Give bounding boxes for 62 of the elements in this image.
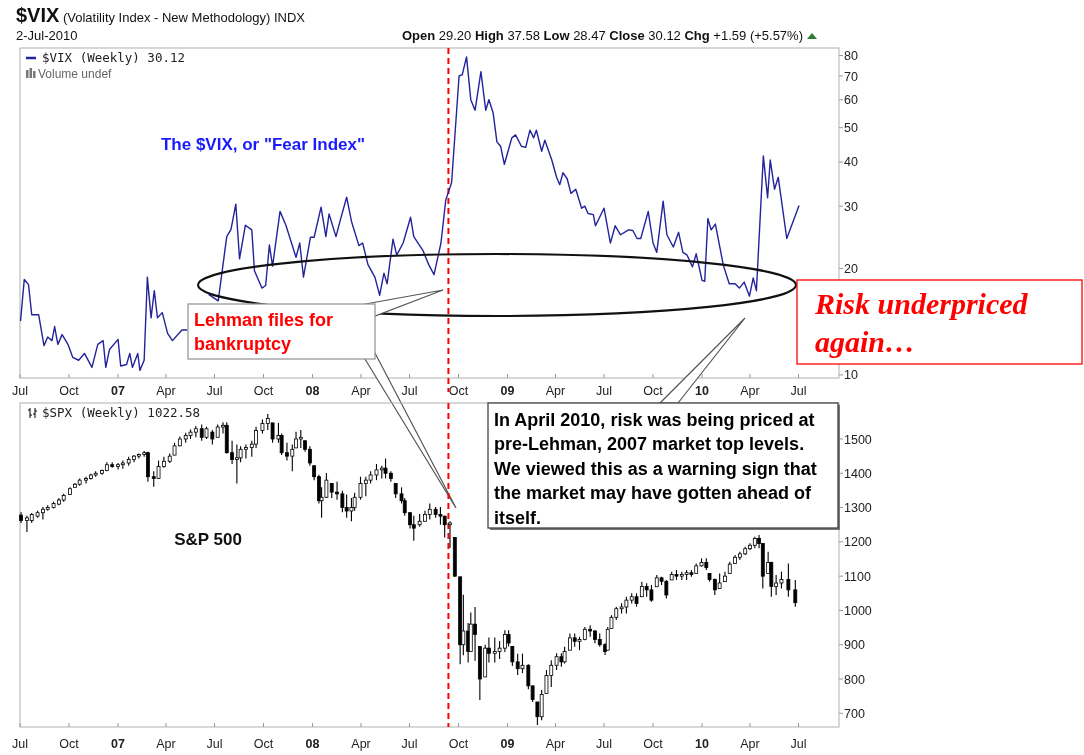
x-tick-label: 07 [111,384,126,398]
y-tick-label: 900 [844,638,865,653]
x-tick-label: 10 [695,737,710,751]
annotation: In April 2010, risk was being priced at pre-Lehman, 2007 market top levels. We viewed this as a warning sign that the market may have gotten ahead of itself. [494,409,817,528]
y-tick-label: 70 [844,69,858,84]
annotation: Volume undef [38,67,113,81]
y-tick-label: 1100 [844,569,871,584]
y-tick-label: 800 [844,672,865,687]
x-tick-label: 09 [500,737,515,751]
x-tick-label: Apr [740,737,760,751]
x-tick-label: Oct [643,737,664,751]
x-tick-label: Oct [448,737,469,751]
text: Open 29.20 High 37.58 Low 28.47 Close 30.12 Chg +1.59 (+5.57%) [401,28,803,43]
x-tick-label: Oct [643,384,664,398]
x-tick-label: Jul [596,384,612,398]
x-tick-label: 10 [695,384,710,398]
y-tick-label: 1500 [844,432,872,447]
x-tick-label: Oct [59,737,80,751]
y-tick-label: 80 [844,48,858,63]
annotation: The $VIX, or "Fear Index" [160,135,366,154]
x-tick-label: Jul [206,737,223,751]
chart-title: $VIX (Volatility Index - New Methodology) INDX [16,4,306,26]
y-tick-label: 20 [844,261,858,276]
y-tick-label: 30 [844,199,858,214]
y-tick-label: 60 [844,93,858,108]
x-tick-label: Apr [351,737,371,751]
x-tick-label: Apr [156,737,176,751]
x-tick-label: Apr [545,737,566,751]
x-tick-label: 09 [500,384,515,398]
x-tick-label: Jul [596,737,612,751]
y-tick-label: 700 [844,706,865,721]
annotation: S&P 500 [174,530,242,549]
x-tick-label: Jul [12,384,28,398]
x-tick-label: Oct [448,384,469,398]
x-tick-label: Jul [790,384,807,398]
annotation: Lehman files for bankruptcy [194,310,334,354]
x-tick-label: Jul [790,737,807,751]
x-tick-label: Apr [740,384,760,398]
y-tick-label: 1400 [844,466,872,481]
legend-label: $SPX (Weekly) 1022.58 [42,405,201,420]
x-tick-label: Apr [351,384,371,398]
x-tick-label: Jul [401,737,418,751]
y-tick-label: 1200 [844,535,872,550]
x-tick-label: Apr [156,384,176,398]
x-tick-label: Apr [545,384,566,398]
x-tick-label: 07 [111,737,126,751]
x-tick-label: 08 [305,737,320,751]
x-tick-label: Jul [401,384,418,398]
y-tick-label: 50 [844,121,858,136]
legend-label: $VIX (Weekly) 30.12 [42,50,185,65]
x-tick-label: Oct [59,384,80,398]
x-tick-label: Oct [253,737,274,751]
y-tick-label: 10 [844,368,858,383]
y-tick-label: 1300 [844,501,872,516]
y-tick-label: 1000 [844,603,872,618]
y-tick-label: 40 [844,155,858,170]
chart-subtitle: 2-Jul-2010 [16,28,78,43]
x-tick-label: 08 [305,384,320,398]
x-tick-label: Jul [12,737,28,751]
x-tick-label: Jul [206,384,223,398]
x-tick-label: Oct [253,384,274,398]
annotation: Risk underpriced again… [814,287,1029,358]
